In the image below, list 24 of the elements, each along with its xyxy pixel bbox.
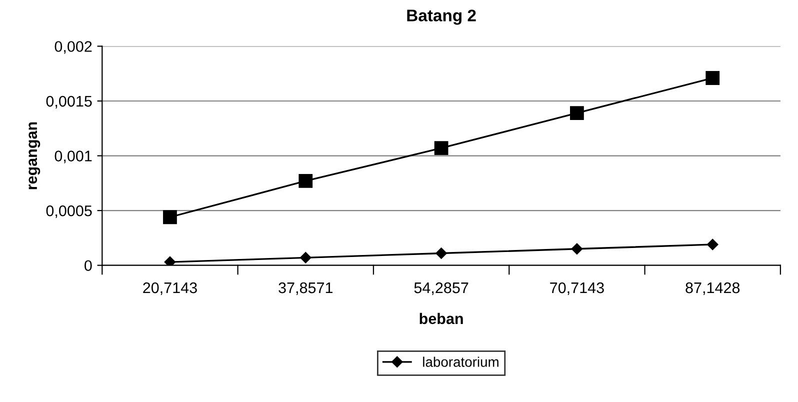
point (570, 106, 584, 120)
point (707, 238, 718, 250)
point (298, 174, 313, 188)
y-tick-label: 0 (84, 260, 92, 272)
y-tick-label: 0,002 (54, 41, 92, 54)
x-axis-title: beban (420, 312, 463, 324)
y-axis-title: regangan (28, 122, 40, 190)
point (164, 256, 176, 266)
chart-title: Batang 2 (407, 10, 476, 25)
x-tick-label: 87,1428 (686, 282, 740, 296)
y-tick-label: 0,001 (54, 150, 92, 164)
x-tick-label: 20,7143 (143, 282, 197, 296)
point (434, 141, 448, 156)
x-tick-label: 70,7143 (550, 282, 604, 296)
point (300, 252, 312, 264)
point (706, 71, 720, 85)
point (163, 210, 177, 224)
point (436, 248, 447, 259)
point (571, 243, 583, 254)
y-tick-label: 0,0005 (46, 205, 92, 218)
legend-label: laboratorium (423, 356, 498, 367)
y-tick-label: 0,0015 (46, 96, 92, 108)
x-tick-label: 37,8571 (278, 282, 333, 296)
x-tick-label: 54,2857 (414, 282, 468, 296)
